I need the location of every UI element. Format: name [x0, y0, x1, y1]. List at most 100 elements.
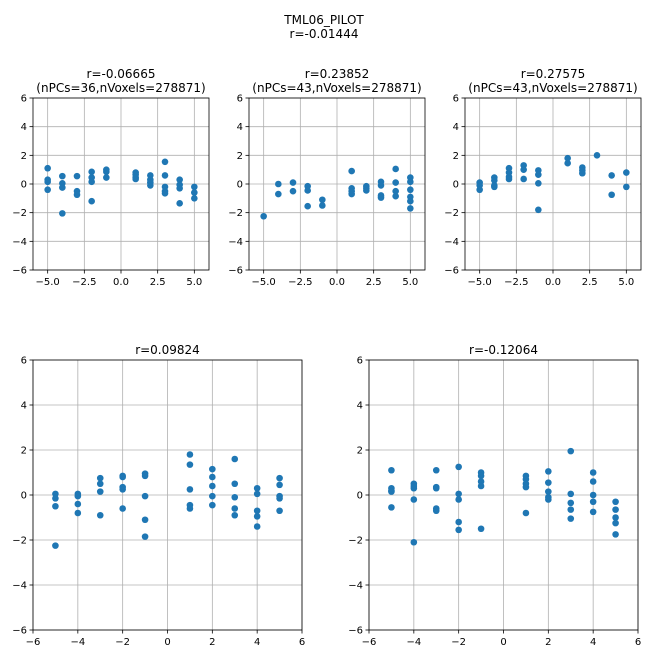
- x-tick-label: −2: [451, 637, 466, 648]
- x-tick-label: 4: [590, 637, 596, 648]
- subplot-4: −6 −4 −2 0 2 4 6 −6 −4 −2 0 2 4 6 r=0.09824: [12, 343, 305, 648]
- data-point: [74, 500, 82, 508]
- data-point: [209, 501, 216, 509]
- data-point: [141, 533, 149, 540]
- subplot-title: r=0.23852: [305, 67, 370, 81]
- data-point: [276, 507, 283, 515]
- y-tick-label: −2: [228, 208, 243, 219]
- y-tick-label: 6: [453, 94, 459, 105]
- data-point: [477, 482, 485, 490]
- data-point: [455, 463, 462, 471]
- data-point: [209, 482, 216, 490]
- data-point: [253, 523, 261, 530]
- data-point: [74, 492, 82, 500]
- subplot-title: r=-0.06665: [87, 67, 156, 81]
- data-point: [535, 171, 542, 178]
- data-point: [392, 192, 399, 200]
- data-point: [44, 186, 51, 194]
- y-tick-label: −2: [444, 208, 459, 219]
- data-point: [564, 159, 571, 167]
- data-point: [407, 197, 414, 205]
- x-tick-label: −5.0: [468, 277, 492, 288]
- y-tick-label: 4: [237, 122, 243, 133]
- data-point: [88, 168, 95, 176]
- x-tick-label: 5.0: [618, 277, 634, 288]
- data-point: [392, 179, 399, 186]
- data-point: [141, 472, 149, 480]
- y-tick-label: 6: [21, 94, 27, 105]
- data-point: [44, 164, 51, 172]
- data-point: [231, 511, 239, 519]
- data-point: [231, 455, 239, 463]
- data-point: [455, 496, 462, 503]
- data-point: [432, 484, 440, 492]
- data-point: [392, 187, 399, 195]
- data-point: [52, 502, 59, 510]
- data-point: [186, 486, 194, 493]
- y-tick-label: 0: [453, 180, 459, 191]
- subplot-title: r=0.27575: [521, 67, 586, 81]
- data-point: [276, 474, 283, 482]
- x-tick-label: 2.5: [582, 277, 598, 288]
- data-point: [209, 465, 216, 473]
- data-point: [477, 525, 485, 533]
- y-tick-label: 2: [21, 446, 27, 457]
- data-point: [119, 505, 126, 512]
- x-tick-label: −6: [26, 637, 41, 648]
- data-point: [455, 526, 462, 534]
- data-point: [59, 184, 66, 191]
- y-tick-label: −6: [444, 266, 459, 277]
- x-tick-label: −6: [362, 637, 377, 648]
- y-tick-label: −4: [12, 581, 27, 592]
- data-point: [73, 172, 81, 180]
- data-point: [567, 447, 575, 455]
- data-point: [253, 507, 261, 515]
- data-point: [567, 506, 575, 513]
- data-point: [410, 496, 418, 503]
- data-point: [579, 169, 586, 177]
- x-tick-label: 2: [545, 637, 551, 648]
- data-point: [608, 172, 615, 179]
- y-tick-label: 0: [21, 491, 27, 502]
- data-point: [432, 466, 440, 474]
- y-tick-label: 0: [237, 180, 243, 191]
- data-point: [231, 493, 239, 501]
- y-tick-label: 2: [237, 151, 243, 162]
- data-point: [455, 518, 462, 526]
- data-point: [88, 178, 95, 186]
- data-point: [545, 488, 552, 495]
- data-point: [276, 495, 283, 502]
- data-point: [589, 478, 597, 485]
- data-point: [545, 496, 552, 503]
- data-point: [505, 175, 513, 183]
- data-point: [319, 202, 326, 209]
- data-point: [253, 513, 261, 520]
- data-point: [231, 480, 239, 488]
- y-tick-label: −4: [228, 237, 243, 248]
- y-tick-label: 0: [21, 180, 27, 191]
- data-point: [253, 490, 261, 498]
- subplot-5: −6 −4 −2 0 2 4 6 −6 −4 −2 0 2 4 6 r=-0.12064: [348, 343, 641, 648]
- x-tick-label: 2.5: [150, 277, 166, 288]
- data-point: [96, 511, 104, 519]
- data-point: [231, 505, 239, 512]
- data-point: [608, 191, 615, 199]
- y-tick-label: 4: [21, 401, 27, 412]
- x-tick-label: 6: [635, 637, 641, 648]
- data-point: [186, 461, 194, 468]
- x-tick-label: 0: [164, 637, 170, 648]
- data-point: [407, 205, 414, 212]
- data-point: [176, 200, 183, 207]
- data-point: [567, 499, 575, 507]
- data-point: [191, 183, 198, 191]
- y-tick-label: 6: [237, 94, 243, 105]
- x-tick-label: −4: [406, 637, 421, 648]
- data-point: [476, 186, 483, 194]
- data-point: [289, 179, 297, 186]
- x-tick-label: 0.0: [113, 277, 129, 288]
- data-point: [103, 174, 110, 181]
- data-point: [564, 154, 571, 162]
- data-point: [96, 488, 104, 495]
